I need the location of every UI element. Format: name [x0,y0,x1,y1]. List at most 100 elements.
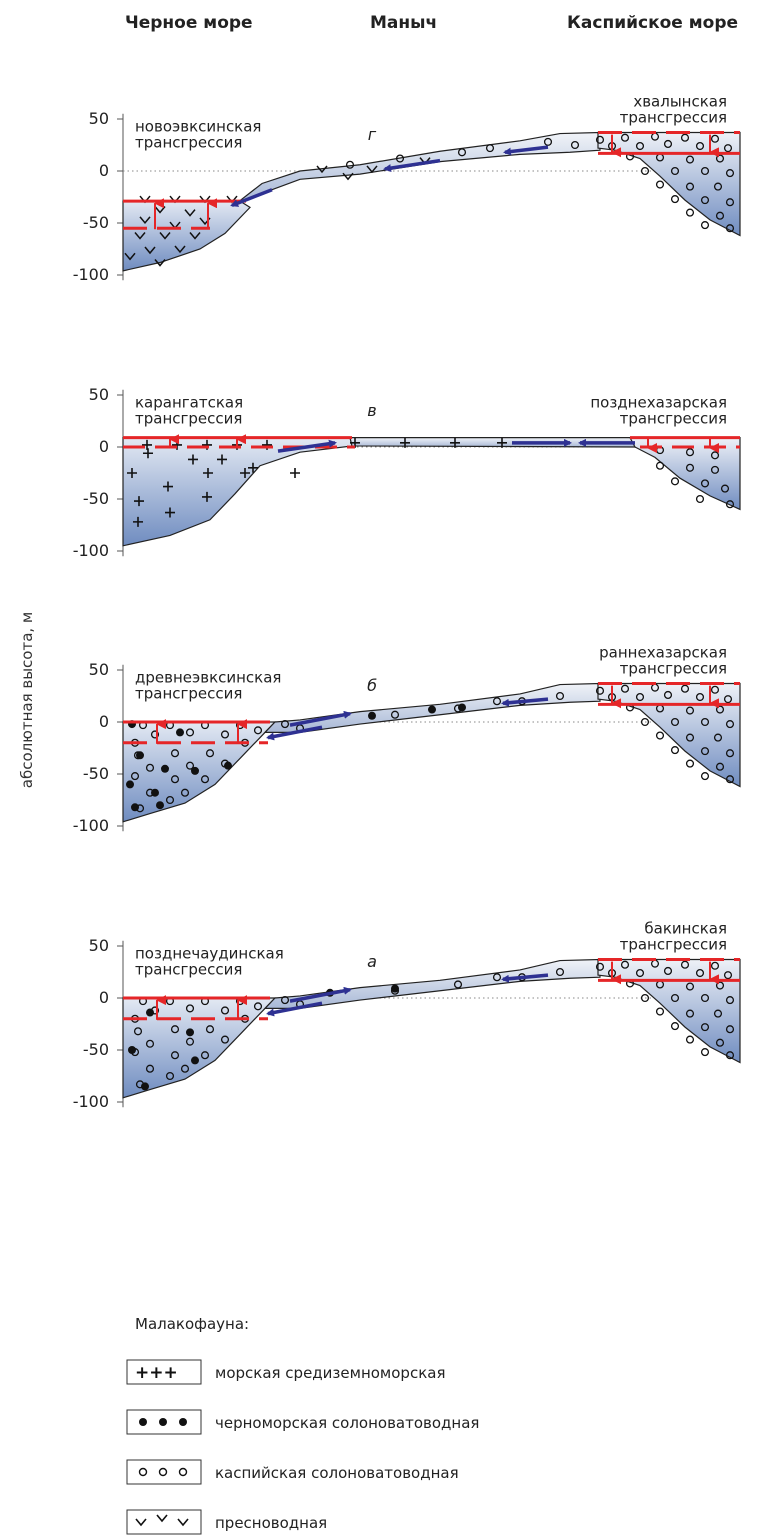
flow-arrow [501,973,549,983]
circle-mark [655,1007,665,1016]
manych-slope [237,131,601,203]
flow-arrow [289,710,352,727]
circle-mark [723,971,733,980]
circle-mark [555,691,565,701]
circle-mark [345,160,355,169]
dot-mark [458,703,466,712]
flow-arrow [501,697,549,707]
circle-mark [200,1051,210,1060]
plus-mark [290,468,300,478]
circle-mark [170,1025,180,1034]
y-tick-label: -100 [73,265,109,284]
circle-mark [670,195,680,204]
dot-mark [191,1056,199,1065]
legend: Малакофауна: +++ морская средиземноморск… [126,1315,479,1535]
circle-mark [700,717,710,727]
circle-mark [145,763,155,772]
circle-mark [700,747,710,756]
header-caspian-sea: Каспийское море [567,13,738,33]
y-tick-label: 0 [99,161,109,180]
check-mark [124,252,136,261]
circle-mark [457,148,467,157]
circle-mark [700,993,710,1003]
circle-mark [635,141,645,151]
panel-letter: г [368,125,377,144]
y-tick-label: 50 [89,109,109,128]
circle-mark [725,775,735,784]
circle-mark [680,684,690,693]
plus-mark [248,462,258,473]
panel-a: 500-50-100апозднечаудинскаятрансгрессияб… [73,920,741,1111]
check-mark [154,205,166,214]
circle-mark [670,717,680,727]
legend-label-freshwater: пресноводная [215,1514,327,1532]
circle-mark [570,140,580,150]
panel-g: 500-50-100гновоэвксинскаятрансгрессияхва… [73,93,741,284]
circle-mark [725,749,735,758]
circle-mark [700,166,710,176]
plus-mark [217,454,227,465]
circle-mark [130,772,140,781]
circle-mark [543,137,553,146]
circle-mark [220,1006,230,1015]
flow-arrow [230,188,273,207]
dot-mark [128,1046,136,1054]
right-transgression-label: бакинская [644,920,727,938]
legend-title: Малакофауна: [135,1315,249,1333]
dot-mark [428,705,436,714]
circle-mark [723,695,733,704]
circle-mark [710,961,720,970]
circle-mark [640,166,650,176]
dot-mark [136,751,144,760]
plus-mark [143,448,153,459]
dot-mark [141,1082,149,1091]
circle-mark [725,224,735,233]
check-mark [316,165,328,174]
legend-dot-icon [179,1418,187,1426]
circle-mark [713,1009,723,1018]
left-transgression-label: трансгрессия [135,961,242,979]
check-mark [134,231,146,240]
legend-plus-symbols: +++ [135,1363,178,1383]
panel-letter: а [367,952,377,971]
circle-mark [180,788,190,797]
legend-item-black-sea: черноморская солоноватоводная [126,1409,479,1435]
y-tick-label: -50 [83,489,109,508]
panels: 500-50-100гновоэвксинскаятрансгрессияхва… [73,93,741,1111]
circle-mark [700,1048,710,1057]
circle-mark [253,726,263,735]
circle-mark [395,154,405,163]
y-tick-label: -50 [83,764,109,783]
circle-mark [133,1027,143,1036]
check-mark [189,231,201,240]
circle-mark [220,1035,230,1044]
black-sea-basin [122,721,277,823]
circle-mark [685,182,695,191]
legend-circle-icon [138,1467,148,1477]
circle-mark [663,690,673,700]
plus-mark [450,437,460,448]
flow-arrow [503,145,549,156]
circle-mark [723,144,733,153]
circle-mark [670,993,680,1003]
circle-mark [725,1025,735,1034]
right-transgression-label: позднехазарская [590,393,727,411]
dot-mark [368,711,376,720]
legend-item-mediterranean: +++ морская средиземноморская [126,1359,445,1385]
left-transgression-label: карангатская [135,393,243,411]
circle-mark [685,155,695,164]
y-tick-label: 50 [89,660,109,679]
plus-mark [497,437,507,448]
circle-mark [725,996,735,1005]
circle-mark [220,730,230,739]
legend-check-icon [156,1514,168,1523]
circle-mark [205,1025,215,1034]
plus-mark [202,491,212,502]
circle-mark [205,749,215,758]
circle-mark [700,196,710,205]
circle-mark [555,967,565,977]
circle-mark [670,166,680,176]
legend-circle-icon [158,1467,168,1477]
circle-mark [715,981,725,990]
circle-mark [715,1038,725,1047]
